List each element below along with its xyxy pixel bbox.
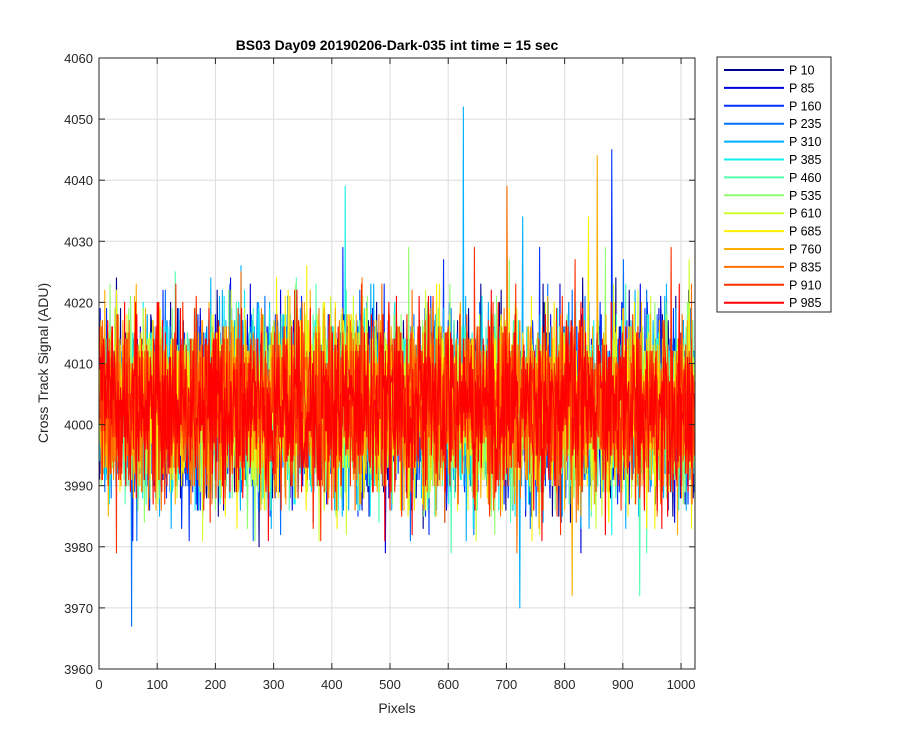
legend-entry-label: P 760 — [789, 243, 821, 257]
x-tick-label: 800 — [554, 677, 576, 692]
y-tick-label: 4030 — [64, 234, 93, 249]
axis-ticks — [98, 57, 695, 670]
legend: P 10 P 85 P 160 P 235 P 310 P 385 P 460 P 535 P … — [716, 56, 832, 313]
legend-entry-label: P 235 — [789, 117, 821, 131]
y-tick-label: 4040 — [64, 173, 93, 188]
legend-entry-label: P 385 — [789, 153, 821, 167]
legend-entry-label: P 685 — [789, 225, 821, 239]
legend-entry-label: P 985 — [789, 296, 821, 310]
legend-entry-label: P 910 — [789, 278, 821, 292]
y-tick-label: 3960 — [64, 662, 93, 677]
y-tick-label: 4060 — [64, 51, 93, 66]
x-tick-label: 300 — [263, 677, 285, 692]
x-tick-label: 0 — [95, 677, 102, 692]
y-tick-label: 4000 — [64, 418, 93, 433]
y-tick-label: 4020 — [64, 295, 93, 310]
x-tick-label: 700 — [496, 677, 518, 692]
y-tick-label: 3980 — [64, 540, 93, 555]
x-axis-label: Pixels — [378, 700, 415, 716]
legend-box — [716, 56, 832, 313]
plot-area — [98, 57, 696, 670]
x-tick-label: 500 — [379, 677, 401, 692]
legend-entry-label: P 460 — [789, 171, 821, 185]
x-tick-label: 100 — [146, 677, 168, 692]
y-tick-label: 3990 — [64, 479, 93, 494]
series-lines — [99, 106, 696, 627]
legend-entry-label: P 835 — [789, 260, 821, 274]
legend-entry-label: P 85 — [789, 81, 815, 95]
chart-title: BS03 Day09 20190206-Dark-035 int time = … — [236, 37, 559, 53]
y-axis-label: Cross Track Signal (ADU) — [35, 283, 51, 443]
legend-entry-label: P 610 — [789, 207, 821, 221]
y-tick-label: 4050 — [64, 112, 93, 127]
x-tick-label: 900 — [612, 677, 634, 692]
series-line-p985 — [99, 283, 696, 542]
x-tick-label: 1000 — [667, 677, 696, 692]
legend-entry-label: P 310 — [789, 135, 821, 149]
legend-entry-label: P 535 — [789, 189, 821, 203]
x-tick-label: 600 — [437, 677, 459, 692]
legend-entry-label: P 10 — [789, 64, 815, 78]
legend-items: P 10 P 85 P 160 P 235 P 310 P 385 P 460 P 535 P … — [724, 64, 821, 310]
legend-entry-label: P 160 — [789, 99, 821, 113]
x-tick-label: 200 — [205, 677, 227, 692]
x-tick-label: 400 — [321, 677, 343, 692]
y-tick-label: 4010 — [64, 357, 93, 372]
y-tick-label: 3970 — [64, 601, 93, 616]
